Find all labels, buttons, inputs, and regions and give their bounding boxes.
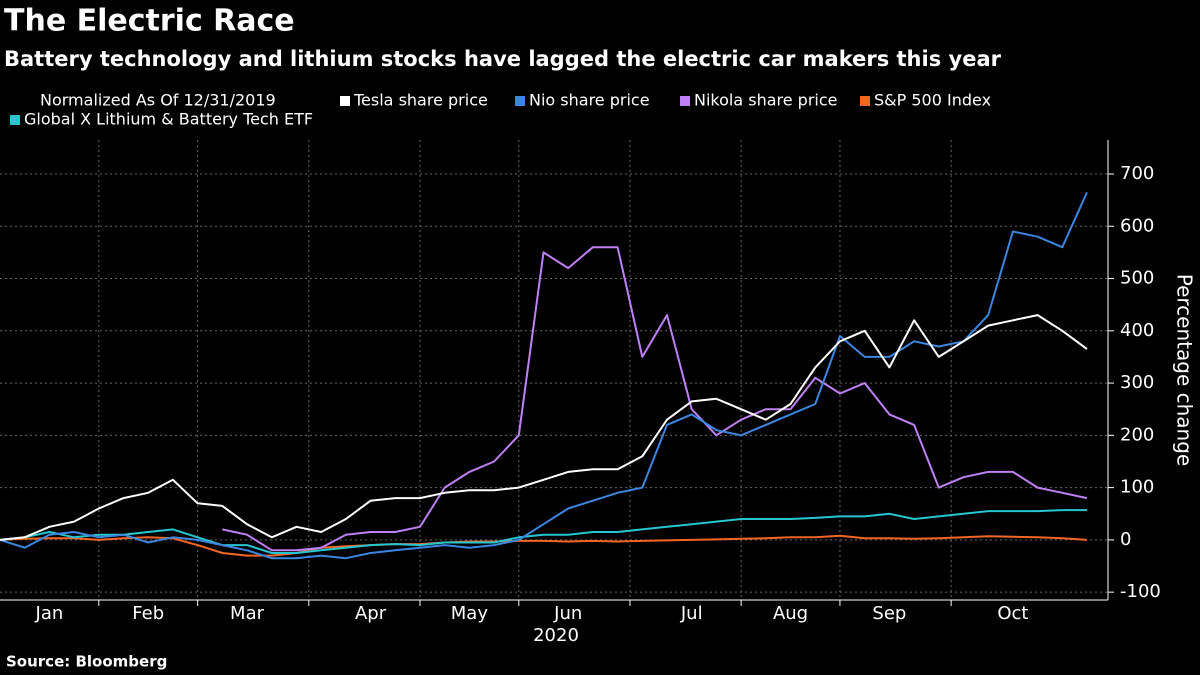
legend-swatch — [680, 96, 690, 106]
x-tick-label: Aug — [773, 603, 808, 624]
legend-label: Nikola share price — [694, 91, 838, 110]
chart-title: The Electric Race — [4, 4, 295, 39]
series-line — [222, 246, 1088, 552]
x-axis-label: 2020 — [533, 625, 579, 646]
legend-label: Global X Lithium & Battery Tech ETF — [24, 110, 313, 129]
x-tick-label: Jun — [553, 603, 582, 624]
legend-swatch — [10, 115, 20, 125]
y-tick-label: 100 — [1120, 477, 1154, 498]
legend-swatch — [515, 96, 525, 106]
x-tick-label: May — [451, 603, 489, 624]
x-tick-label: Apr — [355, 603, 387, 624]
x-tick-label: Sep — [872, 603, 906, 624]
legend-swatch — [860, 96, 870, 106]
y-tick-label: -100 — [1120, 581, 1161, 602]
y-tick-label: 700 — [1120, 163, 1154, 184]
y-tick-label: 600 — [1120, 215, 1154, 236]
legend-label: S&P 500 Index — [874, 91, 991, 110]
y-tick-label: 0 — [1120, 529, 1131, 550]
legend-label: Tesla share price — [353, 91, 488, 110]
series-line — [0, 509, 1087, 554]
x-tick-label: Jan — [35, 603, 64, 624]
y-tick-label: 200 — [1120, 424, 1154, 445]
source-note: Source: Bloomberg — [6, 653, 167, 671]
series-line — [0, 534, 1088, 557]
y-tick-label: 400 — [1120, 320, 1154, 341]
y-tick-label: 300 — [1120, 372, 1154, 393]
legend-swatch — [340, 96, 350, 106]
legend-label: Nio share price — [529, 91, 650, 110]
x-tick-label: Feb — [132, 603, 164, 624]
series-line — [0, 314, 1088, 541]
y-axis-label: Percentage change — [1173, 274, 1197, 466]
series-line — [0, 191, 1088, 560]
y-tick-label: 500 — [1120, 268, 1154, 289]
x-tick-label: Oct — [997, 603, 1028, 624]
legend-title: Normalized As Of 12/31/2019 — [40, 91, 276, 110]
x-tick-label: Jul — [680, 603, 703, 624]
x-tick-label: Mar — [230, 603, 265, 624]
chart-subtitle: Battery technology and lithium stocks ha… — [4, 47, 1002, 71]
